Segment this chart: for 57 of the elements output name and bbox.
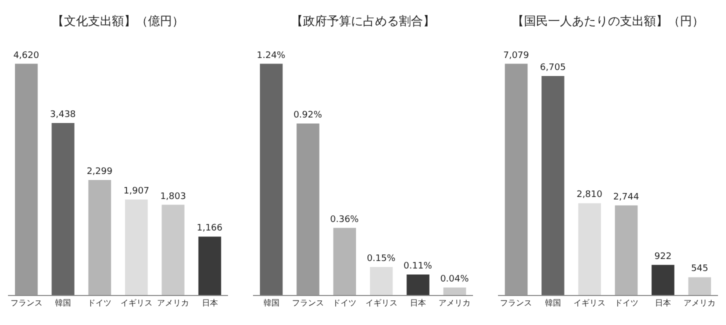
- data-label: 2,744: [613, 192, 640, 202]
- data-label: 1,166: [196, 224, 223, 234]
- data-label: 6,705: [540, 63, 566, 73]
- data-label: 922: [654, 252, 672, 262]
- data-label: 2,299: [86, 166, 113, 177]
- x-tick-label: ドイツ: [332, 298, 357, 308]
- data-label: 1.24%: [256, 50, 286, 61]
- data-label: 0.36%: [330, 214, 360, 225]
- bar: [296, 123, 320, 295]
- data-label: 2,810: [576, 190, 603, 200]
- data-label: 0.92%: [293, 110, 322, 120]
- data-label: 3,438: [50, 110, 76, 120]
- x-tick-label: 韓国: [263, 298, 280, 308]
- bar: [542, 76, 564, 295]
- x-tick-label: アメリカ: [157, 298, 190, 308]
- bar: [504, 64, 528, 295]
- data-label: 1,803: [160, 192, 186, 202]
- x-tick-label: イギリス: [365, 298, 398, 308]
- x-tick-label: フランス: [10, 298, 42, 308]
- bar: [614, 205, 638, 295]
- bar: [652, 264, 674, 295]
- bar: [260, 64, 283, 295]
- x-tick-label: イギリス: [574, 298, 606, 308]
- x-tick-label: ドイツ: [88, 298, 112, 308]
- bar: [578, 203, 601, 295]
- chart-title: 【文化支出額】（億円）: [52, 14, 184, 28]
- x-tick-label: フランス: [292, 298, 324, 308]
- x-tick-label: 韓国: [544, 298, 561, 308]
- bar: [198, 236, 222, 295]
- x-tick-label: 韓国: [55, 298, 72, 308]
- bar: [688, 277, 712, 295]
- data-label: 0.04%: [440, 274, 470, 285]
- data-label: 0.11%: [404, 261, 433, 272]
- bar: [14, 64, 38, 295]
- bar: [162, 204, 184, 295]
- data-label: 4,620: [13, 50, 40, 61]
- chart-title: 【政府予算に占める割合】: [291, 14, 435, 28]
- data-label: 7,079: [503, 50, 530, 61]
- data-label: 1,907: [124, 186, 150, 197]
- data-label: 545: [691, 264, 708, 274]
- bar: [88, 180, 112, 295]
- x-tick-label: アメリカ: [438, 298, 471, 308]
- bar: [52, 122, 74, 295]
- x-tick-label: 日本: [410, 298, 426, 308]
- x-tick-label: フランス: [500, 298, 532, 308]
- bar: [443, 288, 466, 295]
- bar: [333, 228, 356, 295]
- bar: [406, 274, 430, 295]
- x-tick-label: ドイツ: [614, 298, 638, 308]
- x-tick-label: 日本: [654, 298, 671, 308]
- x-tick-label: アメリカ: [684, 298, 716, 308]
- chart-title: 【国民一人あたりの支出額】（円）: [512, 14, 704, 28]
- x-tick-label: イギリス: [120, 298, 152, 308]
- bar: [370, 267, 393, 295]
- data-label: 0.15%: [366, 254, 396, 264]
- x-tick-label: 日本: [202, 298, 218, 308]
- bar: [125, 200, 148, 295]
